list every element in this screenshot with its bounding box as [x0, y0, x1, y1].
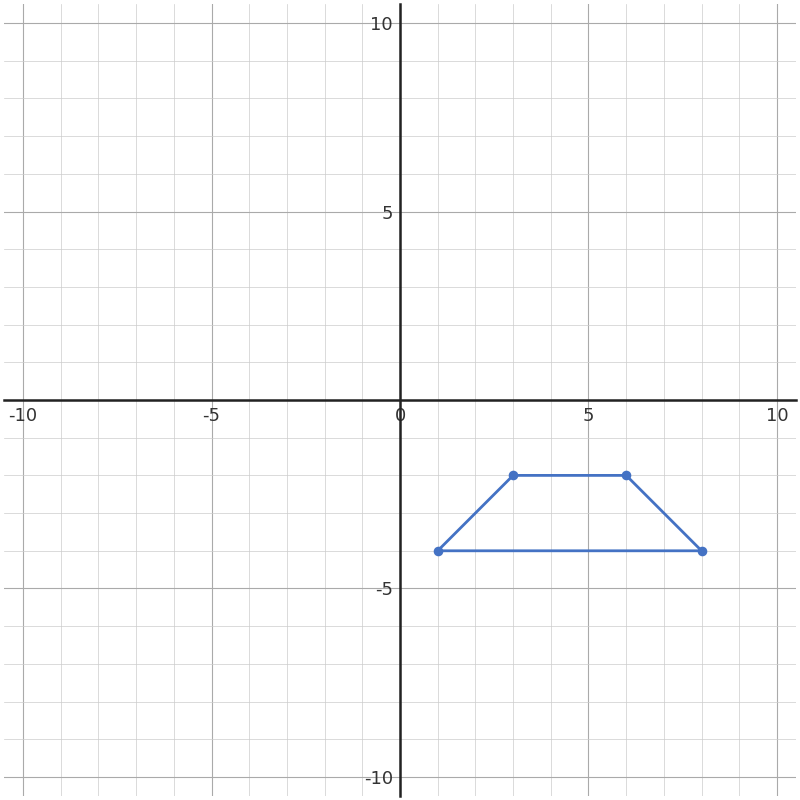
Point: [431, 544, 444, 557]
Point: [620, 469, 633, 482]
Point: [506, 469, 519, 482]
Point: [695, 544, 708, 557]
